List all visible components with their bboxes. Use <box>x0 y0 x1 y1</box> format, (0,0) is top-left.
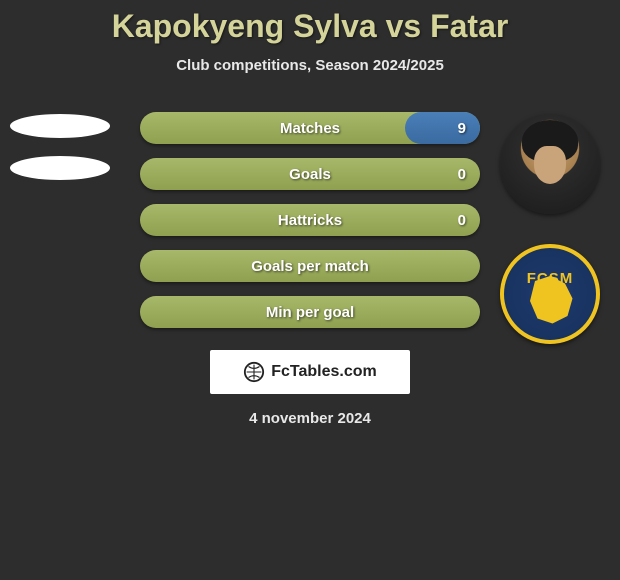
left-club-badge-placeholder <box>10 156 110 180</box>
left-player-avatar-placeholder <box>10 114 110 138</box>
right-player-column: FCSM <box>500 114 600 344</box>
footer-date: 4 november 2024 <box>0 410 620 427</box>
stat-value-right: 0 <box>458 204 466 236</box>
footer-site-badge: FcTables.com <box>210 350 410 394</box>
stat-row: Goals per match <box>140 250 480 282</box>
stat-label: Goals <box>140 158 480 190</box>
stat-row: Goals0 <box>140 158 480 190</box>
stat-label: Goals per match <box>140 250 480 282</box>
page-subtitle: Club competitions, Season 2024/2025 <box>0 57 620 74</box>
stat-value-right: 0 <box>458 158 466 190</box>
fctables-logo-icon <box>243 361 265 383</box>
stat-label: Matches <box>140 112 480 144</box>
right-player-avatar <box>500 114 600 214</box>
stat-value-right: 9 <box>458 112 466 144</box>
stat-row: Hattricks0 <box>140 204 480 236</box>
stat-label: Min per goal <box>140 296 480 328</box>
stat-label: Hattricks <box>140 204 480 236</box>
stat-row: Matches9 <box>140 112 480 144</box>
right-club-badge: FCSM <box>500 244 600 344</box>
stats-area: FCSM Matches9Goals0Hattricks0Goals per m… <box>0 112 620 427</box>
page-title: Kapokyeng Sylva vs Fatar <box>0 0 620 45</box>
stat-row: Min per goal <box>140 296 480 328</box>
footer-site-text: FcTables.com <box>271 363 377 381</box>
left-player-column <box>10 114 110 214</box>
